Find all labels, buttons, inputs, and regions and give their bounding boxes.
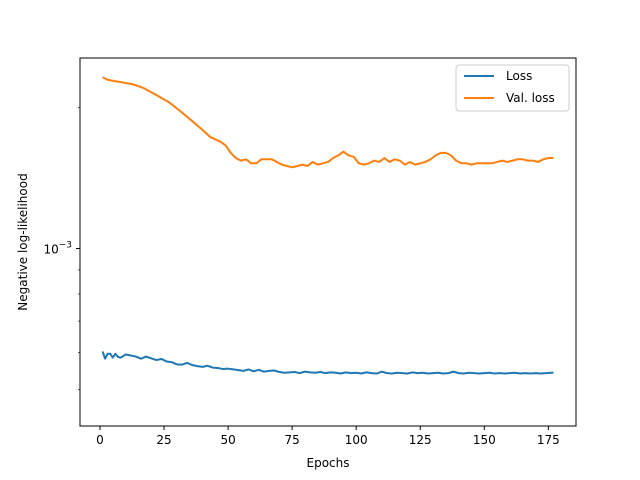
x-tick-label: 25 <box>156 433 171 447</box>
y-tick-label: 10−3 <box>43 240 72 256</box>
x-tick-label: 175 <box>537 433 560 447</box>
x-axis-ticks: 0 25 50 75 100 125 150 175 <box>96 426 560 447</box>
x-tick-label: 100 <box>345 433 368 447</box>
y-axis-ticks: 10−3 <box>43 107 80 390</box>
plot-area <box>79 57 577 427</box>
y-axis-label: Negative log-likelihood <box>16 173 30 310</box>
x-tick-label: 75 <box>284 433 299 447</box>
x-tick-label: 50 <box>220 433 235 447</box>
x-tick-label: 125 <box>409 433 432 447</box>
axes-frame <box>79 57 577 427</box>
plot-background <box>80 58 576 426</box>
legend-label-loss: Loss <box>506 69 532 83</box>
legend: Loss Val. loss <box>455 64 570 112</box>
legend-label-val-loss: Val. loss <box>506 91 555 105</box>
plot-frame <box>79 57 577 427</box>
x-axis-label: Epochs <box>307 456 350 470</box>
x-tick-label: 150 <box>473 433 496 447</box>
series-line-val-loss <box>102 76 554 169</box>
series-layer <box>101 76 554 375</box>
series-line-loss <box>101 351 554 375</box>
x-tick-label: 0 <box>96 433 104 447</box>
